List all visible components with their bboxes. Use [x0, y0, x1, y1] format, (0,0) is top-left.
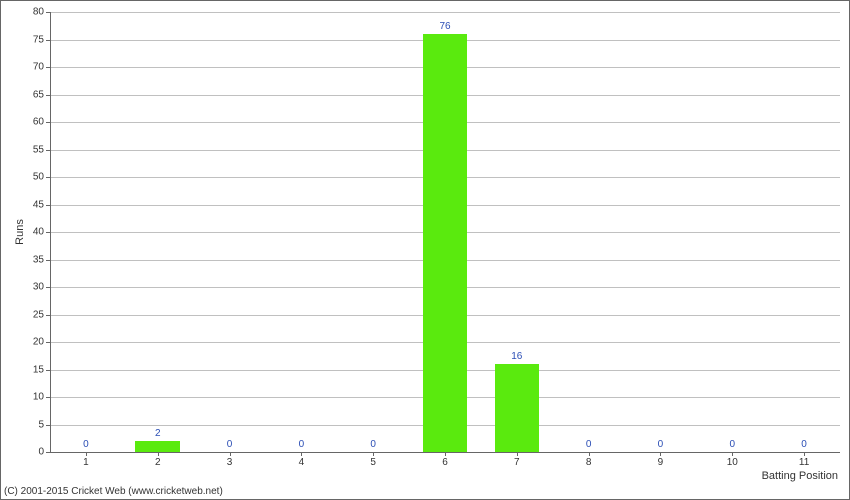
bar-value-label: 0	[586, 439, 592, 450]
x-tick-label: 6	[442, 457, 448, 468]
x-tick-label: 2	[155, 457, 161, 468]
x-tick-label: 7	[514, 457, 520, 468]
bar-value-label: 0	[299, 439, 305, 450]
x-tick-mark	[660, 452, 661, 456]
y-tick-label: 5	[22, 419, 44, 430]
x-tick-label: 10	[727, 457, 738, 468]
y-tick-label: 60	[22, 117, 44, 128]
bar-value-label: 2	[155, 428, 161, 439]
y-tick-label: 80	[22, 7, 44, 18]
x-tick-mark	[301, 452, 302, 456]
y-tick-label: 10	[22, 392, 44, 403]
x-tick-mark	[589, 452, 590, 456]
chart-container: Runs Batting Position (C) 2001-2015 Cric…	[0, 0, 850, 500]
bar-value-label: 0	[801, 439, 807, 450]
x-tick-mark	[230, 452, 231, 456]
x-tick-label: 11	[799, 457, 809, 468]
x-tick-mark	[732, 452, 733, 456]
x-tick-label: 5	[370, 457, 376, 468]
y-tick-label: 30	[22, 282, 44, 293]
y-tick-label: 45	[22, 199, 44, 210]
x-tick-mark	[86, 452, 87, 456]
x-tick-label: 9	[658, 457, 664, 468]
bar-value-label: 0	[83, 439, 89, 450]
y-tick-label: 0	[22, 447, 44, 458]
bar-value-label: 16	[511, 351, 522, 362]
x-tick-mark	[517, 452, 518, 456]
bar-value-label: 0	[729, 439, 735, 450]
bar-value-label: 76	[439, 21, 450, 32]
x-tick-label: 1	[83, 457, 89, 468]
bar-value-label: 0	[227, 439, 233, 450]
x-tick-label: 3	[227, 457, 233, 468]
gridline-y	[50, 12, 840, 13]
x-axis-title: Batting Position	[762, 470, 838, 482]
y-axis-line	[50, 12, 51, 452]
y-tick-label: 55	[22, 144, 44, 155]
bar-value-label: 0	[370, 439, 376, 450]
bar-value-label: 0	[658, 439, 664, 450]
x-tick-mark	[373, 452, 374, 456]
bar	[495, 364, 540, 452]
y-tick-label: 75	[22, 34, 44, 45]
y-tick-label: 15	[22, 364, 44, 375]
y-tick-label: 35	[22, 254, 44, 265]
copyright-text: (C) 2001-2015 Cricket Web (www.cricketwe…	[4, 486, 223, 497]
x-tick-label: 8	[586, 457, 592, 468]
x-tick-label: 4	[299, 457, 305, 468]
y-tick-label: 25	[22, 309, 44, 320]
y-tick-label: 70	[22, 62, 44, 73]
bar	[135, 441, 180, 452]
y-tick-label: 50	[22, 172, 44, 183]
bar	[423, 34, 468, 452]
x-tick-mark	[158, 452, 159, 456]
x-tick-mark	[804, 452, 805, 456]
x-tick-mark	[445, 452, 446, 456]
y-tick-label: 40	[22, 227, 44, 238]
y-tick-label: 20	[22, 337, 44, 348]
y-tick-label: 65	[22, 89, 44, 100]
